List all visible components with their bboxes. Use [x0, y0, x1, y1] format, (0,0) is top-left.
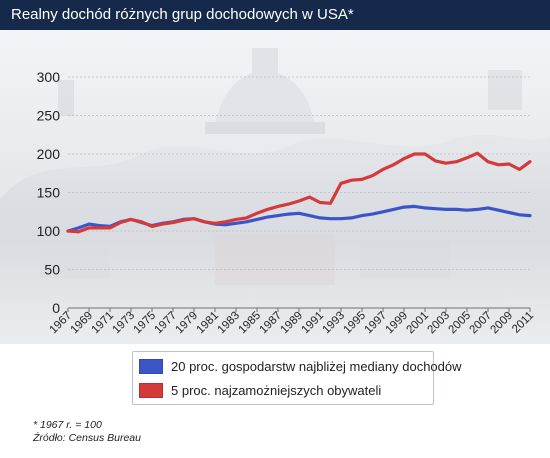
y-tick-label-200: 200 — [37, 146, 61, 162]
legend: 20 proc. gospodarstw najbliżej mediany d… — [132, 351, 462, 405]
title-bar: Realny dochód różnych grup dochodowych w… — [0, 0, 550, 30]
base-year-note: * 1967 r. = 100 — [33, 419, 102, 431]
legend-item-top-five-percent: 5 proc. najzamożniejszych obywateli — [139, 379, 381, 401]
legend-label-median-households: 20 proc. gospodarstw najbliżej mediany d… — [171, 358, 462, 374]
grid-lines — [68, 76, 530, 309]
y-tick-label-100: 100 — [37, 223, 61, 239]
y-tick-label-50: 50 — [44, 262, 60, 278]
legend-swatch-blue — [139, 358, 163, 374]
y-axis: 0 50 100 150 200 250 300 — [37, 69, 61, 316]
legend-label-top-five-percent: 5 proc. najzamożniejszych obywateli — [171, 382, 382, 398]
background-decoration — [0, 48, 550, 344]
source-note: Źródło: Census Bureau — [33, 432, 141, 444]
series-line-top-five-percent — [66, 151, 532, 234]
y-tick-label-150: 150 — [37, 185, 61, 201]
legend-item-median-households: 20 proc. gospodarstw najbliżej mediany d… — [139, 355, 462, 377]
series-lines — [66, 151, 532, 234]
y-tick-label-250: 250 — [37, 108, 61, 124]
legend-swatch-red — [139, 382, 163, 398]
y-tick-label-0: 0 — [52, 300, 60, 316]
chart-title: Realny dochód różnych grup dochodowych w… — [11, 6, 354, 23]
y-tick-label-300: 300 — [37, 69, 61, 85]
